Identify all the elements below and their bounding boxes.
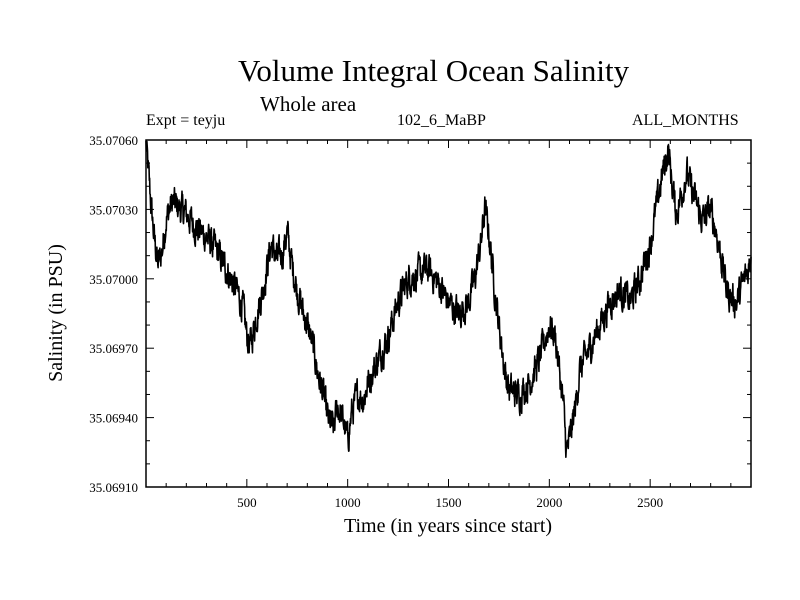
x-tick-label: 500 [237,495,257,510]
y-tick-label: 35.07000 [89,272,138,287]
salinity-series-line [145,140,752,459]
plot-frame [145,139,752,488]
y-tick-label: 35.07060 [89,133,138,148]
y-axis-title: Salinity (in PSU) [45,244,67,382]
x-tick-label: 2000 [536,495,562,510]
chart-subtitle: Whole area [260,92,357,116]
series-layer [145,140,752,459]
period-label: ALL_MONTHS [632,112,739,129]
chart-title: Volume Integral Ocean Salinity [238,53,630,88]
tick-layer: 500 1000 1500 2000 2500 35.06910 35.06940 35.06… [89,133,751,510]
run-label: 102_6_MaBP [397,112,486,129]
x-tick-label: 1500 [436,495,462,510]
y-tick-label: 35.06910 [89,480,138,495]
x-tick-label: 2500 [637,495,663,510]
x-axis-title: Time (in years since start) [344,515,552,537]
y-tick-label: 35.06970 [89,341,138,356]
y-tick-label: 35.06940 [89,411,138,426]
x-tick-label: 1000 [335,495,361,510]
experiment-label: Expt = teyju [146,112,226,129]
y-tick-label: 35.07030 [89,202,138,217]
